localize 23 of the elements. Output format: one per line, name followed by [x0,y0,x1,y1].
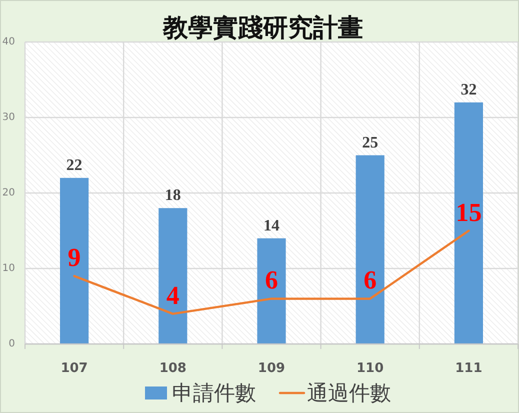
data-label: 32 [460,81,477,98]
data-label: 25 [362,134,378,152]
legend-label: 申請件數 [172,381,256,405]
x-tick-label: 108 [159,361,186,376]
y-tick-label: 30 [2,112,15,123]
data-label: 4 [166,280,180,310]
title: 教學實踐研究計畫 [163,13,363,42]
data-label: 18 [164,187,181,204]
data-label: 22 [66,156,82,174]
x-tick-label: 107 [60,361,88,376]
y-tick-label: 40 [2,36,15,48]
legend-label: 通過件數 [307,381,391,405]
y-tick-label: 10 [2,263,15,274]
data-label: 6 [364,266,377,295]
data-label: 14 [264,217,280,234]
x-tick-label: 109 [258,361,286,376]
data-label: 6 [265,266,278,295]
x-tick-label: 111 [455,361,482,376]
y-tick-label: 20 [2,188,15,198]
y-tick-label: 0 [8,338,15,350]
data-label: 15 [456,198,482,227]
x-tick-label: 110 [356,361,384,376]
data-label: 9 [68,243,81,272]
